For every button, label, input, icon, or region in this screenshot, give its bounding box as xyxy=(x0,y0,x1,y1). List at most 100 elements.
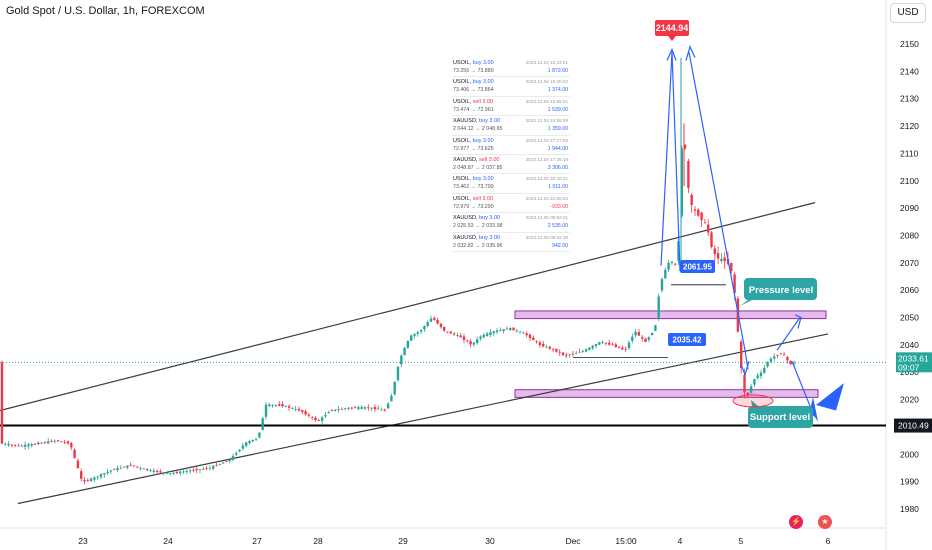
trade-separator: , xyxy=(475,234,479,241)
trade-symbol: USOIL, sell 3.00 xyxy=(453,99,493,105)
last-price-tag: 2033.61 xyxy=(898,353,929,363)
candle-body xyxy=(558,351,561,353)
lightning-event-icon[interactable]: ⚡ xyxy=(789,515,803,529)
y-tick-label: 2140 xyxy=(900,66,919,76)
candle-body xyxy=(505,328,509,330)
channel-lower-line xyxy=(17,333,829,505)
trade-time: 2023.12.04 15:20:22 xyxy=(525,79,568,85)
low-highlight-ellipse xyxy=(732,394,774,408)
trade-action: sell 3.00 xyxy=(472,98,494,105)
candle-body xyxy=(502,329,505,331)
candle-body xyxy=(241,445,245,449)
trade-symbol-text: USOIL xyxy=(453,176,470,183)
candle-body xyxy=(443,326,446,331)
candle-body xyxy=(327,412,330,414)
candle-body xyxy=(624,348,627,350)
candle-body xyxy=(528,334,532,339)
candle-body xyxy=(693,209,697,211)
trade-symbol-text: USOIL xyxy=(453,60,470,66)
candle-body xyxy=(192,469,195,471)
trade-prices: 73.474 → 72.961 xyxy=(453,106,494,113)
candle-body xyxy=(103,473,106,475)
candle-body xyxy=(248,441,251,444)
trade-separator: , xyxy=(475,156,479,163)
candle-body xyxy=(538,342,542,346)
candle-body xyxy=(518,331,522,333)
candle-body xyxy=(357,407,360,409)
candle-body xyxy=(509,327,512,331)
candle-body xyxy=(175,471,179,473)
candle-body xyxy=(683,144,687,149)
candle-body xyxy=(657,296,660,319)
candle-body xyxy=(687,161,690,189)
trade-symbol: USOIL, sell 3.00 xyxy=(453,196,493,202)
peak-label-box xyxy=(655,20,689,36)
trade-symbol: USOIL, buy 3.00 xyxy=(453,176,494,182)
support-callout-text: Support level xyxy=(750,412,810,423)
trade-symbol-text: XAUUSD xyxy=(453,118,476,125)
currency-button[interactable]: USD xyxy=(890,3,926,23)
support-callout-box xyxy=(748,406,813,428)
candle-body xyxy=(792,362,796,365)
candle-body xyxy=(347,407,350,409)
candle-body xyxy=(680,148,683,216)
trade-symbol-text: USOIL xyxy=(453,98,470,105)
trade-history-overlay: USOIL, buy 3.00 73.256 → 73.880 2023.12.04… xyxy=(452,58,570,252)
candle-body xyxy=(17,445,20,447)
candle-body xyxy=(426,322,429,326)
candle-body xyxy=(396,366,400,381)
candle-body xyxy=(311,417,314,418)
pressure-callout-text: Pressure level xyxy=(749,285,813,296)
level-2035-label-text: 2035.42 xyxy=(673,335,702,344)
candle-body xyxy=(561,352,565,356)
candle-body xyxy=(281,403,284,407)
candle-body xyxy=(231,456,235,460)
trade-pl: 942.00 xyxy=(552,242,568,249)
candle-body xyxy=(565,354,568,356)
candle-body xyxy=(495,330,499,333)
candle-body xyxy=(429,318,433,322)
candle-body xyxy=(33,443,37,445)
trade-symbol: XAUUSD, sell 3.00 xyxy=(453,157,499,163)
candle-body xyxy=(713,248,716,254)
trade-prices: 2 032.82 → 2 035.96 xyxy=(453,242,503,249)
candle-body xyxy=(674,263,677,265)
trade-pl: 1 374.00 xyxy=(547,87,568,94)
trade-row: XAUUSD, buy 3.00 2 044.12 → 2 048.65 2023.… xyxy=(452,116,570,136)
trade-separator: , xyxy=(469,137,473,144)
trade-action: buy 3.00 xyxy=(478,215,501,222)
candle-body xyxy=(383,409,386,411)
candle-body xyxy=(469,341,472,345)
trade-pl: 1 944.00 xyxy=(547,145,568,152)
candle-body xyxy=(749,386,753,393)
candle-body xyxy=(162,472,165,474)
candle-body xyxy=(317,420,320,421)
candle-body xyxy=(70,443,73,448)
candle-body xyxy=(218,464,221,465)
candle-body xyxy=(789,360,792,365)
candle-body xyxy=(730,262,733,272)
us-flag-event-icon[interactable]: ★ xyxy=(818,515,832,529)
y-tick-label: 2090 xyxy=(900,203,919,213)
trade-symbol: XAUUSD, buy 3.00 xyxy=(453,118,500,124)
candle-body xyxy=(476,339,479,344)
candle-body xyxy=(759,372,763,376)
candle-body xyxy=(96,476,99,478)
x-tick-label: 5 xyxy=(739,536,744,546)
candle-body xyxy=(274,405,278,406)
candle-body xyxy=(149,470,152,472)
trade-symbol-text: USOIL xyxy=(453,195,470,202)
y-tick-label: 2070 xyxy=(900,258,919,268)
candle-body xyxy=(221,462,225,464)
candle-body xyxy=(499,330,502,331)
candle-body xyxy=(155,470,159,472)
candle-body xyxy=(740,341,743,368)
y-tick-label: 2060 xyxy=(900,285,919,295)
candle-body xyxy=(208,467,212,469)
trade-row: XAUUSD, sell 3.00 2 048.87 → 2 037.85 2023… xyxy=(452,155,570,175)
trade-symbol-text: XAUUSD xyxy=(453,215,476,222)
trade-row: USOIL, buy 3.00 72.977 → 73.625 2023.12.04… xyxy=(452,136,570,155)
trade-symbol: XAUUSD, buy 3.00 xyxy=(453,215,500,221)
candle-body xyxy=(413,334,416,336)
